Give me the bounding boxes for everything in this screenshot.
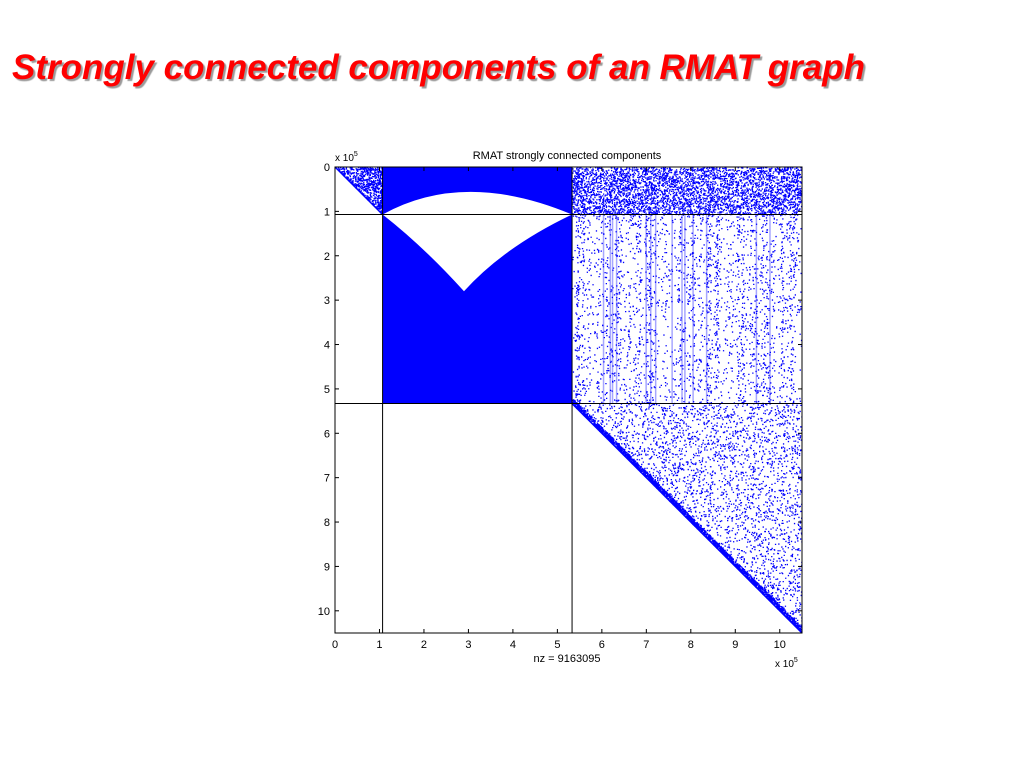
x-tick-label: 4 [510, 639, 516, 651]
streak-column [649, 214, 652, 404]
x-tick-label: 5 [554, 639, 560, 651]
component-dividers [335, 167, 802, 633]
component-1-diagonal [335, 167, 384, 216]
streak-column [755, 214, 758, 404]
y-tick-label: 4 [324, 340, 330, 352]
y-tick-label: 9 [324, 561, 330, 573]
x-axis-ticks: 0 1 2 3 4 5 6 7 8 9 10 [332, 167, 786, 651]
x-tick-label: 1 [376, 639, 382, 651]
x-tick-label: 8 [688, 639, 694, 651]
streak-column [681, 214, 683, 404]
y-tick-label: 7 [324, 473, 330, 485]
x-tick-label: 9 [732, 639, 738, 651]
x-tick-label: 0 [332, 639, 338, 651]
streak-column [615, 214, 618, 404]
top-right-dots [572, 167, 802, 216]
streak-column [684, 214, 686, 404]
plot-frame [334, 166, 803, 634]
tail-diagonal [571, 403, 802, 633]
x-tick-label: 7 [643, 639, 649, 651]
chart-title: RMAT strongly connected components [473, 150, 662, 162]
streak-column [705, 214, 708, 404]
streak-column [609, 214, 612, 404]
tail-diagonal-dots [572, 399, 802, 633]
y-tick-label: 10 [318, 606, 330, 618]
y-axis-ticks: 0 1 2 3 4 5 6 7 8 9 10 [318, 162, 802, 618]
streak-column [692, 214, 694, 404]
y-tick-label: 1 [324, 206, 330, 218]
streak-column [654, 214, 657, 404]
y-tick-label: 3 [324, 295, 330, 307]
slide-title: Strongly connected components of an RMAT… [12, 48, 865, 87]
x-tick-label: 10 [774, 639, 786, 651]
x-tick-label: 6 [599, 639, 605, 651]
y-tick-label: 8 [324, 517, 330, 529]
y-multiplier-base: x 10 [335, 153, 354, 164]
y-tick-label: 0 [324, 162, 330, 174]
x-multiplier-exponent: 5 [794, 657, 798, 664]
y-multiplier-exponent: 5 [354, 151, 358, 158]
x-axis-label: nz = 9163095 [534, 653, 601, 665]
y-axis-multiplier: x 105 [335, 151, 358, 164]
streak-column [602, 214, 605, 404]
streak-column [611, 214, 614, 404]
streak-column [645, 214, 647, 404]
y-tick-label: 6 [324, 428, 330, 440]
streak-column [671, 214, 673, 404]
x-tick-label: 3 [465, 639, 471, 651]
nonzero-marks [335, 167, 802, 633]
y-tick-label: 5 [324, 384, 330, 396]
x-multiplier-base: x 10 [775, 659, 794, 670]
y-tick-label: 2 [324, 251, 330, 263]
sparse-wedge-region [382, 191, 573, 292]
x-axis-multiplier: x 105 [775, 657, 798, 670]
x-tick-label: 2 [421, 639, 427, 651]
component-1-dots [337, 167, 384, 215]
streak-column [769, 214, 771, 404]
